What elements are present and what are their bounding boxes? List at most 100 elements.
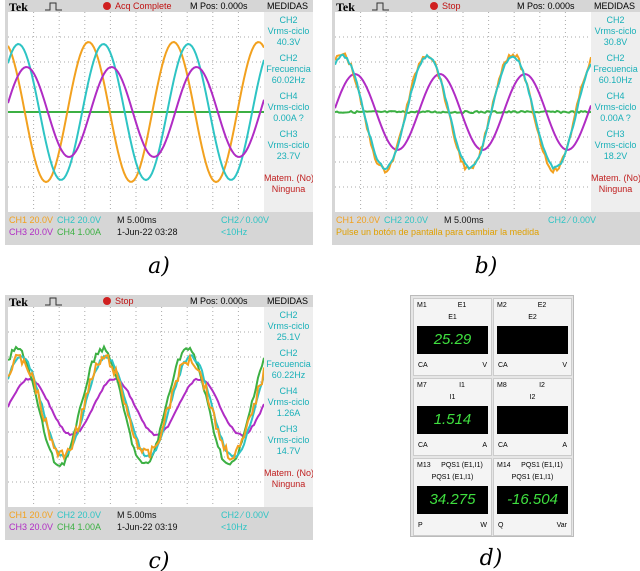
measure-text: CH2	[264, 53, 313, 63]
measure-text: 60.02Hz	[264, 75, 313, 85]
meter-id: M2	[497, 302, 507, 309]
waveform	[335, 111, 591, 113]
caption: c)	[129, 549, 189, 571]
meter-id: M1	[417, 302, 427, 309]
measure-text: 30.8V	[591, 37, 640, 47]
meter-panel: M1E1E125.29CAVM2E2E2CAVM7I1I11.514CAAM8I…	[410, 295, 574, 537]
meter-unit: A	[482, 442, 487, 449]
meter-mode: CA	[418, 442, 428, 449]
measure-text: Vrms-ciclo	[264, 435, 313, 445]
footer-text: CH4 1.00A	[57, 227, 101, 237]
meter-cell: M14PQS1 (E1,I1)PQS1 (E1,I1)-16.504QVar	[493, 458, 572, 536]
measures: CH2Vrms-ciclo30.8VCH2Frecuencia60.10HzCH…	[591, 12, 640, 212]
measure-text: Vrms-ciclo	[591, 102, 640, 112]
footer-text: CH3 20.0V	[9, 522, 53, 532]
meter-cell: M8I2I2CAA	[493, 378, 572, 456]
status: Stop	[442, 1, 461, 11]
meter-cell: M7I1I11.514CAA	[413, 378, 492, 456]
measure-text: CH4	[264, 386, 313, 396]
meter-display: 1.514	[417, 406, 488, 434]
meter-mode: CA	[498, 442, 508, 449]
measure-text: 60.22Hz	[264, 370, 313, 380]
measure-text: Matem. (No)	[264, 173, 313, 183]
figure: TekAcq CompleteM Pos: 0.000sMEDIDASCH2Vr…	[0, 0, 640, 571]
meter-sub: E2	[494, 314, 571, 321]
trigger-icon	[372, 2, 390, 12]
menu-title: MEDIDAS	[267, 1, 308, 11]
footer-text: CH1 20.0V	[336, 215, 380, 225]
meter-sub: E1	[414, 314, 491, 321]
meter-display: 25.29	[417, 326, 488, 354]
meter-unit: V	[482, 362, 487, 369]
footer-text: CH1 20.0V	[9, 510, 53, 520]
measure-text: 23.7V	[264, 151, 313, 161]
meter-id: M7	[417, 382, 427, 389]
measure-text: CH3	[264, 129, 313, 139]
footer-text: <10Hz	[221, 227, 247, 237]
measure-text: CH2	[264, 348, 313, 358]
footer-text: CH1 20.0V	[9, 215, 53, 225]
measure-text: Vrms-ciclo	[591, 26, 640, 36]
footer-text: CH2 ⁄ 0.00V	[221, 215, 269, 225]
menu-title: MEDIDAS	[594, 1, 635, 11]
measure-text: 1.26A	[264, 408, 313, 418]
meter-display: -16.504	[497, 486, 568, 514]
scope-screen	[8, 307, 264, 507]
meter-name: I1	[436, 382, 488, 389]
footer-text: 1-Jun-22 03:19	[117, 522, 178, 532]
mpos: M Pos: 0.000s	[517, 1, 575, 11]
meter-sub: PQS1 (E1,I1)	[414, 474, 491, 481]
measure-text: Matem. (No)	[264, 468, 313, 478]
meter-sub: PQS1 (E1,I1)	[494, 474, 571, 481]
meter-sub: I2	[494, 394, 571, 401]
scope-screen	[8, 12, 264, 212]
trigger-icon	[45, 297, 63, 307]
measure-text: Ninguna	[264, 184, 313, 194]
measure-text: Matem. (No)	[591, 173, 640, 183]
footer-text: CH3 20.0V	[9, 227, 53, 237]
meter-id: M13	[417, 462, 431, 469]
measure-text: Vrms-ciclo	[264, 140, 313, 150]
trigger-shape	[45, 298, 62, 305]
measure-text: 0.00A ?	[591, 113, 640, 123]
measure-text: CH2	[591, 53, 640, 63]
footer-text: Pulse un botón de pantalla para cambiar …	[336, 227, 539, 237]
measure-text: CH4	[264, 91, 313, 101]
status-dot	[430, 2, 438, 10]
caption: a)	[129, 254, 189, 279]
measure-text: Vrms-ciclo	[264, 321, 313, 331]
meter-unit: V	[562, 362, 567, 369]
meter-name: PQS1 (E1,I1)	[436, 462, 488, 469]
measure-text: Frecuencia	[591, 64, 640, 74]
measure-text: 60.10Hz	[591, 75, 640, 85]
mpos: M Pos: 0.000s	[190, 296, 248, 306]
meter-mode: Q	[498, 522, 503, 529]
footer-text: CH2 20.0V	[384, 215, 428, 225]
meter-name: PQS1 (E1,I1)	[516, 462, 568, 469]
measure-text: CH3	[264, 424, 313, 434]
meter-name: E1	[436, 302, 488, 309]
measure-text: 40.3V	[264, 37, 313, 47]
meter-mode: CA	[418, 362, 428, 369]
meter-display	[497, 406, 568, 434]
measure-text: Frecuencia	[264, 64, 313, 74]
footer-text: CH4 1.00A	[57, 522, 101, 532]
measure-text: CH4	[591, 91, 640, 101]
footer-text: CH2 ⁄ 0.00V	[548, 215, 596, 225]
measure-text: Ninguna	[264, 479, 313, 489]
trigger-shape	[45, 3, 62, 10]
status-dot	[103, 2, 111, 10]
footer-text: 1-Jun-22 03:28	[117, 227, 178, 237]
footer-text: CH2 20.0V	[57, 215, 101, 225]
meter-name: E2	[516, 302, 568, 309]
footer-text: M 5.00ms	[117, 215, 157, 225]
meter-id: M8	[497, 382, 507, 389]
status-dot	[103, 297, 111, 305]
menu-title: MEDIDAS	[267, 296, 308, 306]
measure-text: CH2	[264, 310, 313, 320]
status: Acq Complete	[115, 1, 172, 11]
